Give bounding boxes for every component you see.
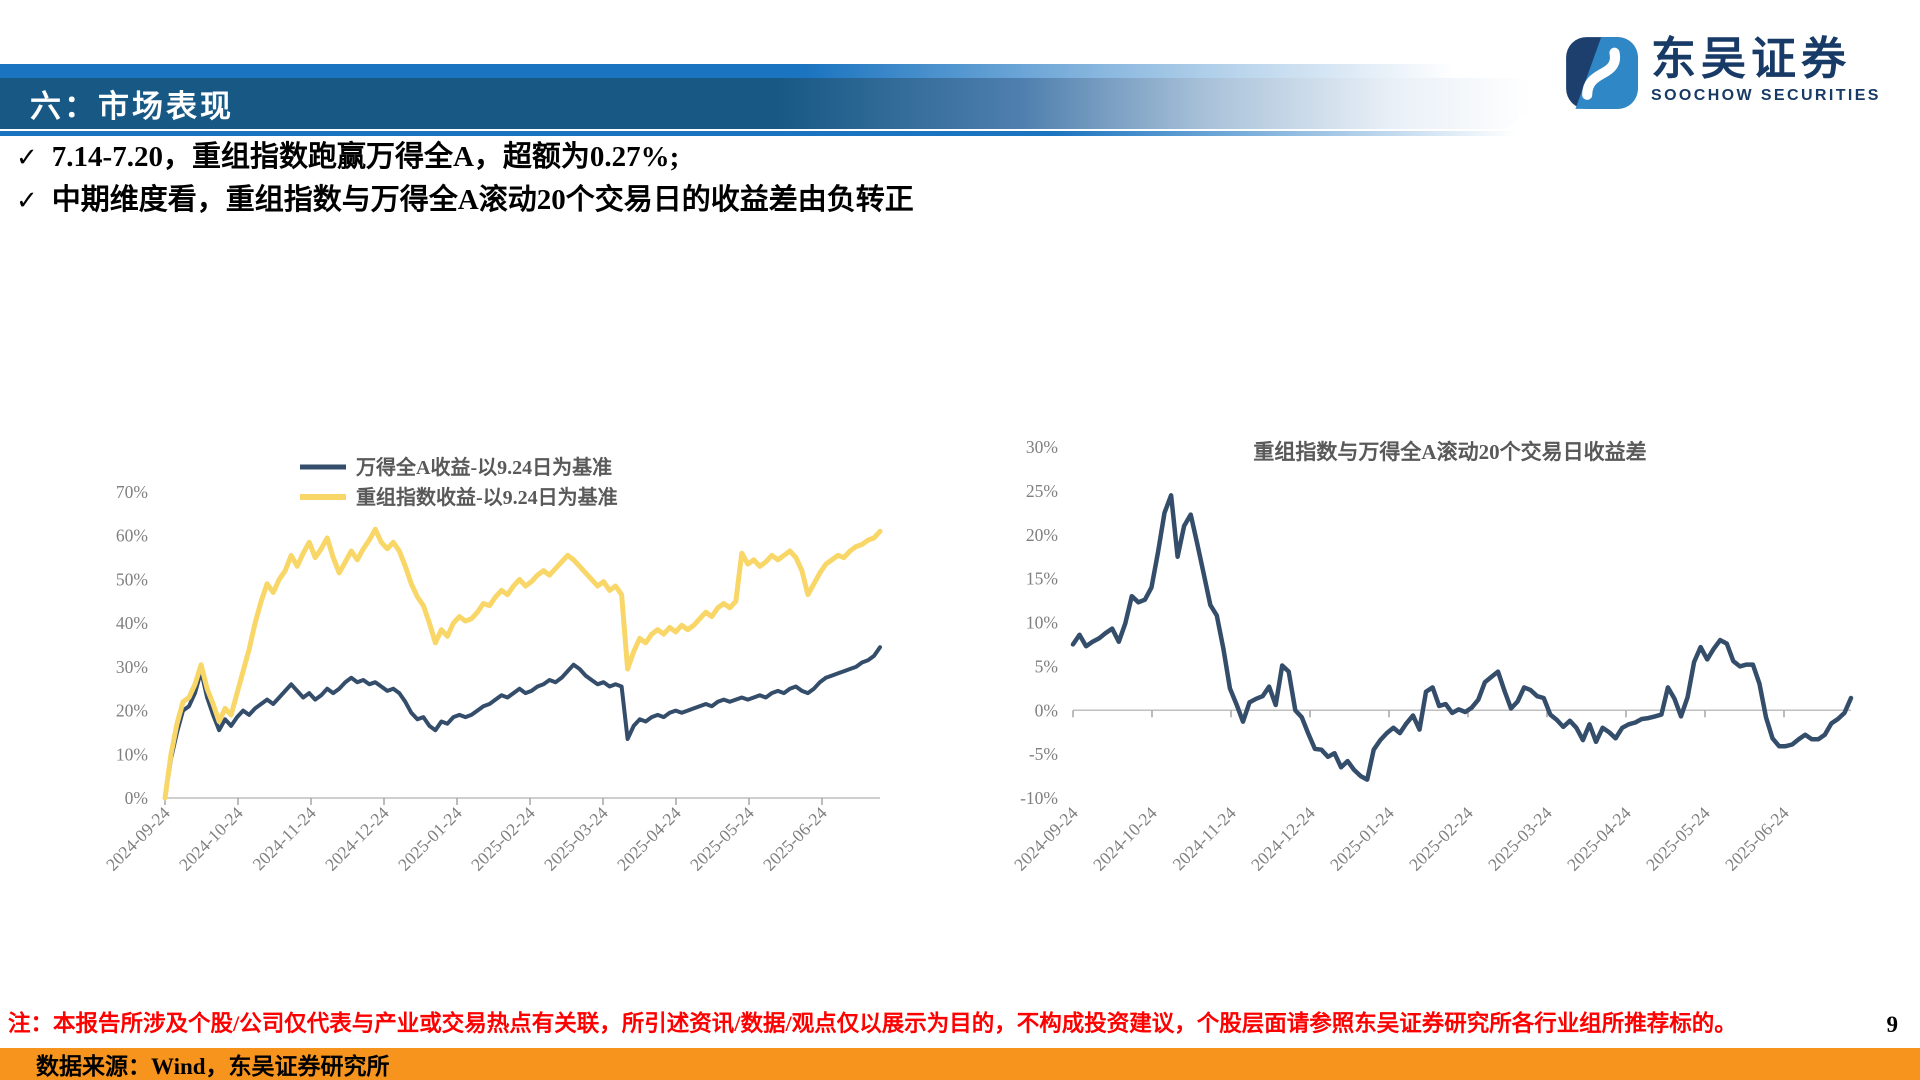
logo-text: 东吴证券 SOOCHOW SECURITIES	[1651, 34, 1881, 105]
x-tick-label: 2024-11-24	[248, 803, 320, 875]
bullet-item: ✓ 中期维度看，重组指数与万得全A滚动20个交易日的收益差由负转正	[16, 179, 1516, 222]
bullet-text: 中期维度看，重组指数与万得全A滚动20个交易日的收益差由负转正	[51, 184, 914, 216]
x-tick-label: 2024-11-24	[1168, 803, 1240, 875]
page-number: 9	[1886, 1012, 1899, 1037]
x-tick-label: 2025-03-24	[540, 803, 612, 875]
legend-label: 重组指数收益-以9.24日为基准	[356, 485, 618, 509]
series-line-0	[1070, 493, 1854, 782]
x-tick-label: 2025-01-24	[1326, 803, 1398, 875]
y-tick-label: 30%	[1026, 437, 1058, 457]
chart-title: 重组指数与万得全A滚动20个交易日收益差	[1253, 440, 1646, 464]
y-tick-label: 60%	[116, 526, 148, 546]
logo-cn-name: 东吴证券	[1651, 34, 1852, 84]
series-line-0	[163, 645, 882, 800]
y-tick-label: 40%	[116, 613, 148, 633]
x-tick-label: 2024-12-24	[1247, 803, 1319, 875]
bullet-list: ✓ 7.14-7.20，重组指数跑赢万得全A，超额为0.27%; ✓ 中期维度看…	[16, 136, 1516, 222]
x-tick-label: 2025-05-24	[1642, 803, 1714, 875]
y-tick-label: 20%	[116, 701, 148, 721]
x-tick-label: 2025-04-24	[613, 803, 685, 875]
y-tick-label: 30%	[116, 657, 148, 677]
x-tick-label: 2024-09-24	[102, 803, 174, 875]
y-tick-label: -5%	[1029, 744, 1058, 764]
x-tick-label: 2025-02-24	[467, 803, 539, 875]
soochow-logo-icon	[1566, 37, 1638, 109]
y-tick-label: 10%	[1026, 613, 1058, 633]
y-tick-label: 70%	[116, 482, 148, 502]
x-tick-label: 2025-05-24	[686, 803, 758, 875]
disclaimer-note: 注：本报告所涉及个股/公司仅代表与产业或交易热点有关联，所引述资讯/数据/观点仅…	[8, 1011, 1737, 1036]
page-title: 六：市场表现	[30, 89, 234, 124]
x-tick-label: 2025-06-24	[759, 803, 831, 875]
data-source-text: 数据来源：Wind，东吴证券研究所	[36, 1054, 390, 1079]
x-tick-label: 2025-04-24	[1563, 803, 1635, 875]
y-tick-label: 15%	[1026, 569, 1058, 589]
x-tick-label: 2024-12-24	[321, 803, 393, 875]
check-icon: ✓	[16, 143, 38, 172]
banner-top-stripe	[0, 64, 1548, 78]
x-tick-label: 2025-01-24	[394, 803, 466, 875]
banner-body: 六：市场表现	[0, 78, 1548, 129]
logo-en-name: SOOCHOW SECURITIES	[1651, 87, 1881, 104]
y-tick-label: 50%	[116, 569, 148, 589]
x-tick-label: 2025-06-24	[1721, 803, 1793, 875]
series-line-1	[162, 526, 883, 801]
bullet-item: ✓ 7.14-7.20，重组指数跑赢万得全A，超额为0.27%;	[16, 136, 1516, 179]
footer-source-bar: 数据来源：Wind，东吴证券研究所	[0, 1048, 1920, 1080]
y-tick-label: 25%	[1026, 481, 1058, 501]
bullet-text: 7.14-7.20，重组指数跑赢万得全A，超额为0.27%;	[51, 141, 680, 173]
left-chart-cumulative-returns: 2024-09-24 2024-10-24 2024-11-24 2024-12-24…	[102, 455, 883, 875]
y-tick-label: -10%	[1020, 788, 1058, 808]
y-tick-label: 10%	[116, 744, 148, 764]
y-tick-label: 0%	[1035, 700, 1058, 720]
right-chart-rolling-return-diff: 2024-09-24 2024-10-24 2024-11-24 2024-12-24…	[1010, 437, 1854, 875]
y-tick-label: 0%	[125, 788, 148, 808]
x-tick-label: 2025-02-24	[1405, 803, 1477, 875]
check-icon: ✓	[16, 186, 38, 215]
header-banner: 六：市场表现	[0, 64, 1548, 129]
x-tick-label: 2025-03-24	[1484, 803, 1556, 875]
y-tick-label: 20%	[1026, 525, 1058, 545]
soochow-logo: 东吴证券 SOOCHOW SECURITIES	[1563, 34, 1881, 112]
footnote-row: 注：本报告所涉及个股/公司仅代表与产业或交易热点有关联，所引述资讯/数据/观点仅…	[8, 1006, 1912, 1038]
x-tick-label: 2024-10-24	[175, 803, 247, 875]
x-tick-label: 2024-09-24	[1010, 803, 1082, 875]
x-tick-label: 2024-10-24	[1089, 803, 1161, 875]
y-tick-label: 5%	[1035, 656, 1058, 676]
banner-underline	[0, 131, 1548, 136]
legend-label: 万得全A收益-以9.24日为基准	[355, 455, 612, 479]
